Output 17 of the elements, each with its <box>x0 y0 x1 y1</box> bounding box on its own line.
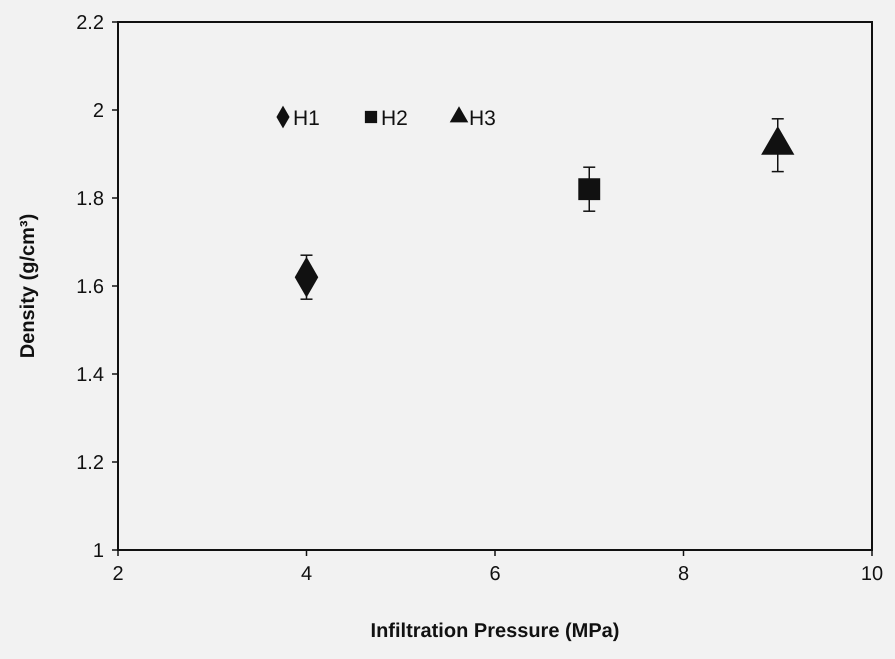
y-tick-label: 1.8 <box>76 188 104 210</box>
x-tick-label: 10 <box>860 563 884 585</box>
y-tick-label: 1.4 <box>76 364 104 386</box>
legend-label: H1 <box>293 107 320 130</box>
y-tick-label: 2 <box>92 100 104 122</box>
legend-label: H3 <box>469 107 496 130</box>
y-tick-label: 1 <box>92 540 104 562</box>
x-axis-title: Infiltration Pressure (MPa) <box>370 620 620 642</box>
legend-label: H2 <box>381 107 408 130</box>
x-tick-label: 8 <box>678 563 690 585</box>
y-axis-title: Density (g/cm³) <box>17 214 39 358</box>
y-tick-label: 1.2 <box>76 452 104 474</box>
y-tick-label: 2.2 <box>76 12 104 34</box>
x-tick-label: 2 <box>112 563 124 585</box>
y-tick-label: 1.6 <box>76 276 104 298</box>
x-tick-label: 4 <box>300 563 312 585</box>
x-tick-label: 6 <box>489 563 501 585</box>
